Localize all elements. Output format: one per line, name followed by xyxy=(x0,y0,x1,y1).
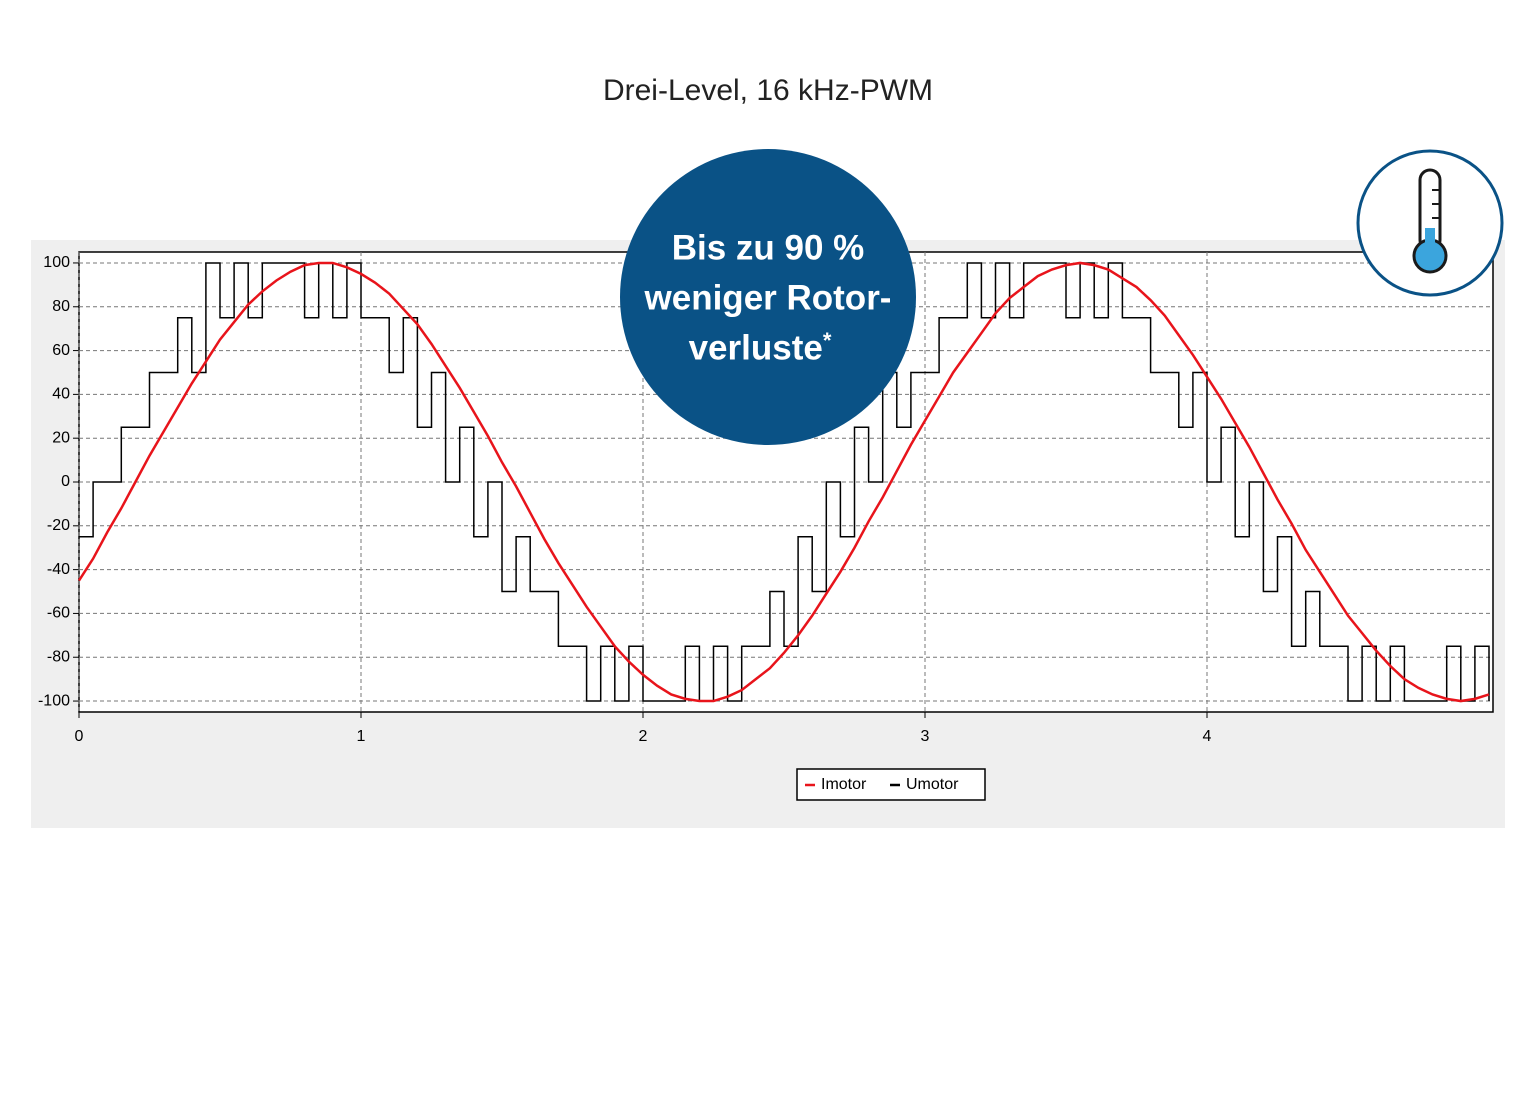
y-tick-label: 20 xyxy=(52,429,70,446)
y-tick-label: -60 xyxy=(47,605,70,622)
y-tick-label: -20 xyxy=(47,517,70,534)
y-tick-label: -80 xyxy=(47,648,70,665)
y-tick-label: 40 xyxy=(52,386,70,403)
series-line xyxy=(77,261,1490,703)
y-tick-label: -40 xyxy=(47,561,70,578)
badge-text: Bis zu 90 % weniger Rotor-verluste* xyxy=(644,228,892,367)
y-tick-label: -100 xyxy=(38,692,70,709)
x-tick-label: 3 xyxy=(921,728,930,745)
y-tick-label: 0 xyxy=(61,473,70,490)
legend-label: Imotor xyxy=(821,776,867,793)
series-group xyxy=(77,261,1490,703)
chart-title: Drei-Level, 16 kHz-PWM xyxy=(603,74,933,107)
x-tick-label: 4 xyxy=(1203,728,1212,745)
badge-line: Bis zu 90 % xyxy=(672,228,865,267)
y-tick-label: 60 xyxy=(52,342,70,359)
badge-line: weniger Rotor- xyxy=(644,278,892,317)
y-tick-label: 100 xyxy=(43,254,70,271)
thermometer-level xyxy=(1425,228,1435,254)
legend-items: Imotor Umotor xyxy=(805,776,959,793)
badge-line: verluste* xyxy=(689,328,832,367)
thermometer-icon xyxy=(1356,149,1504,297)
y-tick-label: 80 xyxy=(52,298,70,315)
x-tick-label: 1 xyxy=(357,728,366,745)
legend-label: Umotor xyxy=(906,776,959,793)
footnote-mark: * xyxy=(823,328,832,353)
badge xyxy=(620,149,916,445)
x-tick-label: 0 xyxy=(75,728,84,745)
x-tick-label: 2 xyxy=(639,728,648,745)
